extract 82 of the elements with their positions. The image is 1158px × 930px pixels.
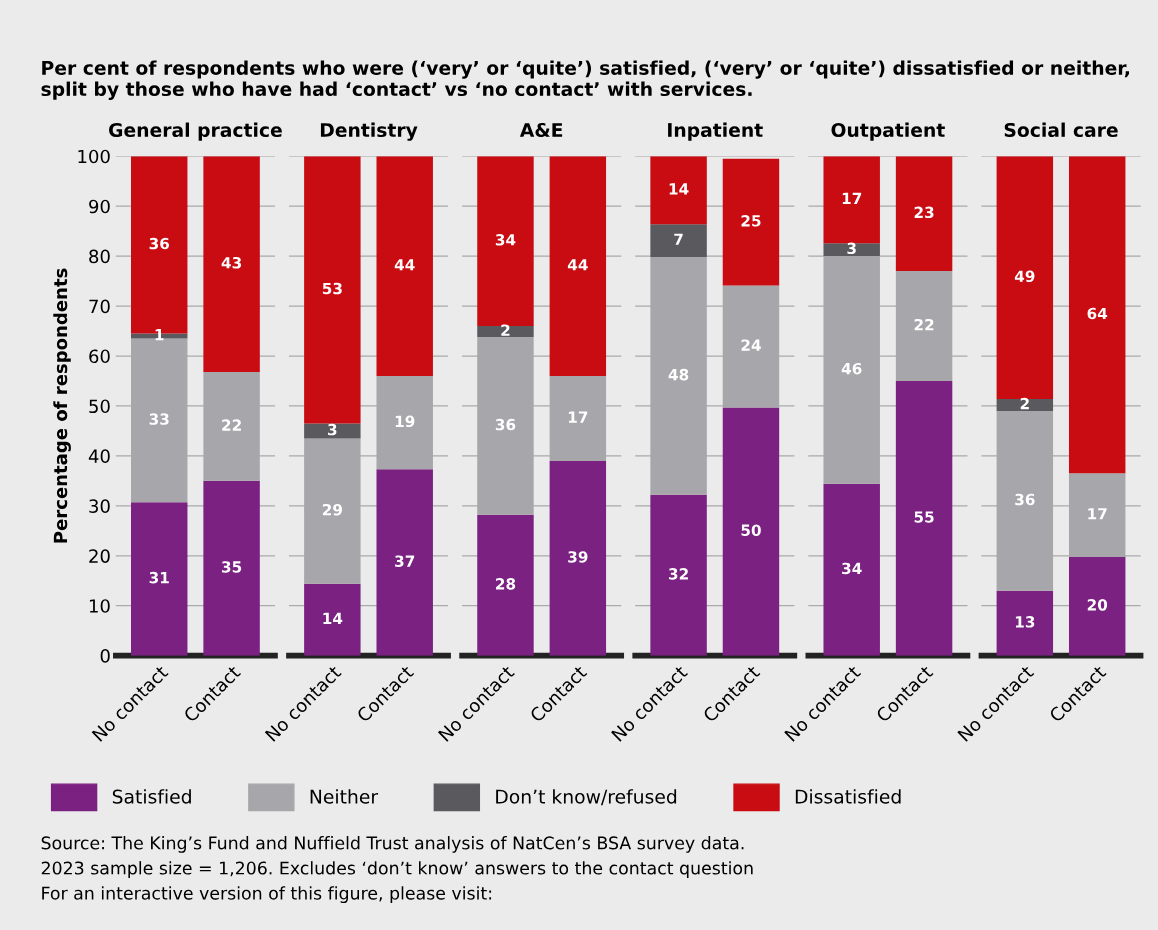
text: For an interactive version of this figure, please visit: — [42, 886, 492, 904]
bar — [304, 156, 361, 424]
bar — [996, 398, 1054, 411]
data-label: 55 — [914, 511, 934, 523]
chart-title: General practice — [109, 122, 282, 141]
bar — [895, 156, 953, 272]
data-label: 53 — [322, 282, 342, 295]
text: 2023 sample size = 1,206. Excludes ‘don’t know’ answers to the contact question — [41, 861, 753, 878]
data-label: 17 — [1088, 508, 1107, 520]
bar — [1068, 156, 1126, 474]
data-label: 17 — [842, 192, 862, 204]
data-label: 22 — [222, 419, 241, 431]
y-tick-label: 50 — [89, 399, 110, 414]
data-label: 28 — [496, 578, 516, 590]
data-label: 39 — [568, 551, 588, 563]
data-label: 32 — [668, 568, 688, 580]
y-tick-label: 70 — [89, 299, 110, 314]
data-label: 50 — [741, 524, 761, 536]
bar — [549, 156, 607, 376]
data-label: 2 — [1020, 397, 1029, 410]
data-label: 31 — [149, 571, 169, 584]
data-label: 36 — [495, 418, 516, 431]
data-label: 43 — [221, 256, 242, 269]
bar — [650, 224, 707, 258]
y-tick-label: 90 — [89, 199, 110, 214]
bar — [823, 243, 880, 257]
data-label: 22 — [914, 318, 934, 331]
y-tick-label: 100 — [78, 149, 110, 164]
data-label: 34 — [495, 234, 516, 246]
legend-label: Satisfied — [112, 789, 191, 804]
y-tick-label: 30 — [89, 499, 110, 513]
y-tick-label: 80 — [89, 249, 110, 264]
data-label: 36 — [149, 237, 170, 250]
data-label: 44 — [567, 259, 588, 271]
chart-title: Social care — [1004, 122, 1118, 138]
legend-label: Neither — [310, 789, 379, 804]
data-label: 14 — [669, 183, 689, 195]
data-label: 34 — [842, 562, 862, 575]
data-label: 35 — [221, 561, 242, 573]
text: Per cent of respondents who were (‘very’ or ‘quite’) satisfied, (‘very’ or ‘quite’) dissatisfied or neither, split by those who have had ‘contact’ vs ‘no contact’ with services. — [41, 60, 1129, 100]
y-axis-title: Percentage of respondents — [53, 268, 71, 543]
data-label: 46 — [841, 362, 862, 375]
bar — [376, 156, 433, 376]
y-tick-label: 10 — [89, 599, 110, 613]
data-label: 64 — [1087, 307, 1108, 320]
bar — [650, 156, 707, 225]
data-label: 48 — [668, 368, 689, 381]
bar — [722, 158, 780, 286]
chart-title: Outpatient — [831, 122, 945, 141]
y-tick-label: 60 — [89, 349, 110, 364]
data-label: 2 — [501, 324, 510, 336]
data-label: 13 — [1015, 616, 1035, 628]
data-label: 44 — [394, 259, 415, 271]
bar — [996, 156, 1054, 399]
data-label: 3 — [328, 423, 337, 436]
bar — [304, 423, 361, 439]
data-label: 14 — [323, 612, 343, 624]
data-label: 24 — [741, 339, 761, 351]
data-label: 25 — [741, 215, 761, 227]
chart-title: A&E — [519, 122, 563, 138]
y-tick-label: 0 — [100, 649, 110, 663]
chart-title: Inpatient — [668, 122, 763, 141]
data-label: 7 — [674, 233, 683, 245]
data-label: 3 — [847, 242, 856, 255]
bar — [477, 326, 534, 338]
bar — [823, 156, 880, 244]
source-note: Source: The King’s Fund and Nuffield Trust analysis of NatCen’s BSA survey data. — [41, 836, 744, 853]
data-label: 19 — [395, 415, 415, 428]
bar — [203, 156, 260, 372]
y-tick-label: 40 — [88, 449, 110, 463]
data-label: 29 — [322, 503, 342, 516]
data-label: 36 — [1015, 493, 1035, 506]
data-label: 49 — [1014, 270, 1035, 283]
data-label: 23 — [914, 206, 934, 219]
data-label: 20 — [1087, 599, 1108, 611]
data-label: 33 — [149, 413, 169, 425]
legend-label: Dissatisfied — [795, 789, 901, 804]
data-label: 37 — [395, 555, 415, 567]
y-tick-label: 20 — [89, 549, 110, 563]
chart-title: Dentistry — [320, 122, 418, 141]
legend-label: Don’t know/refused — [496, 789, 677, 806]
data-label: 17 — [568, 411, 588, 423]
